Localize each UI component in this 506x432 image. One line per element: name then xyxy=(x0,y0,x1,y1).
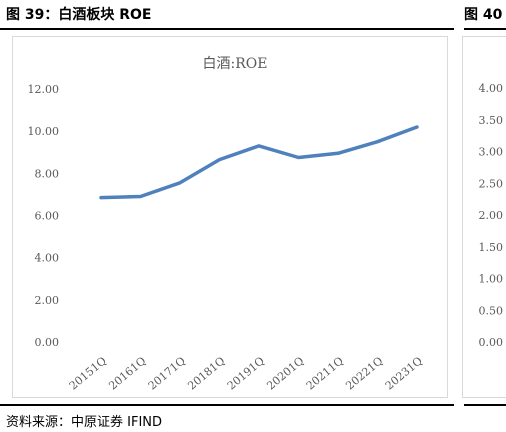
x-tick-label: 20221Q xyxy=(343,354,385,392)
chart-frame: 白酒:ROE 0.00 2.00 4.00 6.00 8.00 10.00 12.00 20… xyxy=(12,36,448,398)
partial-y-tick-label: 1.00 xyxy=(479,273,504,286)
partial-y-tick-label: 0.50 xyxy=(479,304,504,317)
x-tick-label: 20191Q xyxy=(225,354,267,392)
partial-chart: 0.00 0.50 1.00 1.50 2.00 2.50 3.00 3.50 4.00 xyxy=(479,82,504,349)
next-figure-title: 图 40 xyxy=(464,7,503,23)
x-tick-label: 20181Q xyxy=(185,354,227,392)
bottom-rule-right xyxy=(464,404,506,406)
source-note: 资料来源：中原证券 IFIND xyxy=(6,415,163,430)
partial-y-tick-label: 3.50 xyxy=(479,114,504,127)
chart-title: 白酒:ROE xyxy=(203,56,268,72)
series-line xyxy=(99,125,419,200)
bottom-rule xyxy=(0,404,454,406)
y-tick-label: 6.00 xyxy=(35,210,60,223)
x-tick-label: 20171Q xyxy=(146,354,188,392)
partial-y-tick-label: 2.00 xyxy=(479,209,504,222)
y-tick-label: 4.00 xyxy=(35,252,60,265)
partial-chart-frame: 0.00 0.50 1.00 1.50 2.00 2.50 3.00 3.50 4.00 xyxy=(462,36,506,398)
y-tick-label: 0.00 xyxy=(35,336,60,349)
y-tick-label: 10.00 xyxy=(28,125,60,138)
top-rule xyxy=(0,28,454,30)
x-tick-label: 20161Q xyxy=(106,354,148,392)
figure-title: 图 39：白酒板块 ROE xyxy=(6,7,152,23)
roe-line-chart: 白酒:ROE 0.00 2.00 4.00 6.00 8.00 10.00 12.00 20… xyxy=(28,56,425,393)
partial-y-tick-label: 0.00 xyxy=(479,336,504,349)
partial-y-tick-label: 3.00 xyxy=(479,146,504,159)
x-tick-label: 20151Q xyxy=(67,354,109,392)
x-tick-label: 20211Q xyxy=(304,354,346,392)
top-rule-right xyxy=(464,28,506,30)
x-tick-label: 20201Q xyxy=(264,354,306,392)
y-tick-label: 12.00 xyxy=(28,83,60,96)
partial-y-tick-label: 2.50 xyxy=(479,177,504,190)
y-tick-label: 8.00 xyxy=(35,167,60,180)
y-tick-label: 2.00 xyxy=(35,294,60,307)
partial-y-tick-label: 4.00 xyxy=(479,82,504,95)
partial-y-tick-label: 1.50 xyxy=(479,241,504,254)
x-tick-label: 20231Q xyxy=(383,354,425,392)
